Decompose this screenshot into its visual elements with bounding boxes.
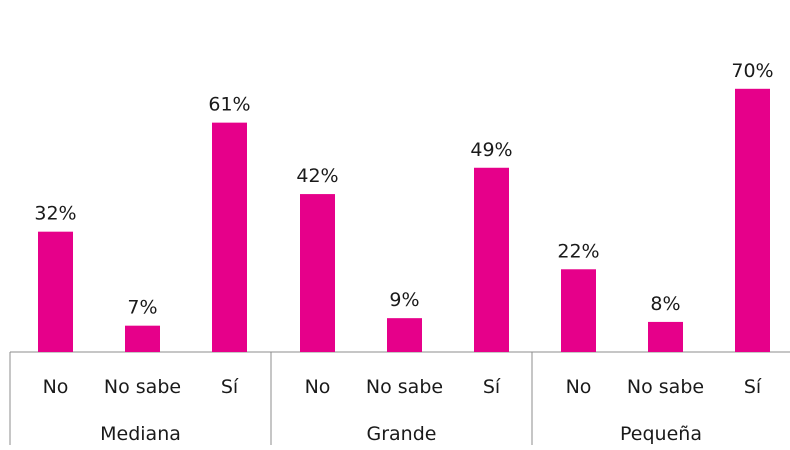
bar-pequeña-0 bbox=[561, 269, 596, 352]
tick-label-grande-1: No sabe bbox=[366, 376, 443, 398]
data-label-grande-2: 49% bbox=[470, 139, 512, 161]
bar-pequeña-1 bbox=[648, 321, 683, 352]
bar-grande-2 bbox=[474, 167, 509, 352]
data-label-pequeña-1: 8% bbox=[650, 293, 680, 315]
tick-label-grande-0: No bbox=[305, 376, 331, 398]
data-label-pequeña-2: 70% bbox=[731, 60, 773, 82]
bar-grande-0 bbox=[300, 194, 335, 352]
bar-mediana-1 bbox=[125, 325, 160, 352]
tick-label-pequeña-1: No sabe bbox=[627, 376, 704, 398]
tick-label-mediana-1: No sabe bbox=[104, 376, 181, 398]
tick-label-pequeña-0: No bbox=[566, 376, 592, 398]
data-label-grande-0: 42% bbox=[296, 165, 338, 187]
bar-mediana-0 bbox=[38, 231, 73, 352]
bar-mediana-2 bbox=[212, 122, 247, 352]
bar-pequeña-2 bbox=[735, 88, 770, 353]
data-label-mediana-0: 32% bbox=[34, 203, 76, 225]
group-label-mediana: Mediana bbox=[100, 423, 181, 445]
tick-label-grande-2: Sí bbox=[483, 376, 501, 398]
data-label-mediana-1: 7% bbox=[127, 297, 157, 319]
data-label-grande-1: 9% bbox=[389, 289, 419, 311]
data-label-mediana-2: 61% bbox=[208, 94, 250, 116]
tick-label-mediana-2: Sí bbox=[221, 376, 239, 398]
group-label-pequeña: Pequeña bbox=[620, 423, 702, 445]
bar-grande-1 bbox=[387, 318, 422, 352]
tick-label-pequeña-2: Sí bbox=[744, 376, 762, 398]
group-label-grande: Grande bbox=[367, 423, 437, 445]
tick-label-mediana-0: No bbox=[43, 376, 69, 398]
data-label-pequeña-0: 22% bbox=[557, 240, 599, 262]
